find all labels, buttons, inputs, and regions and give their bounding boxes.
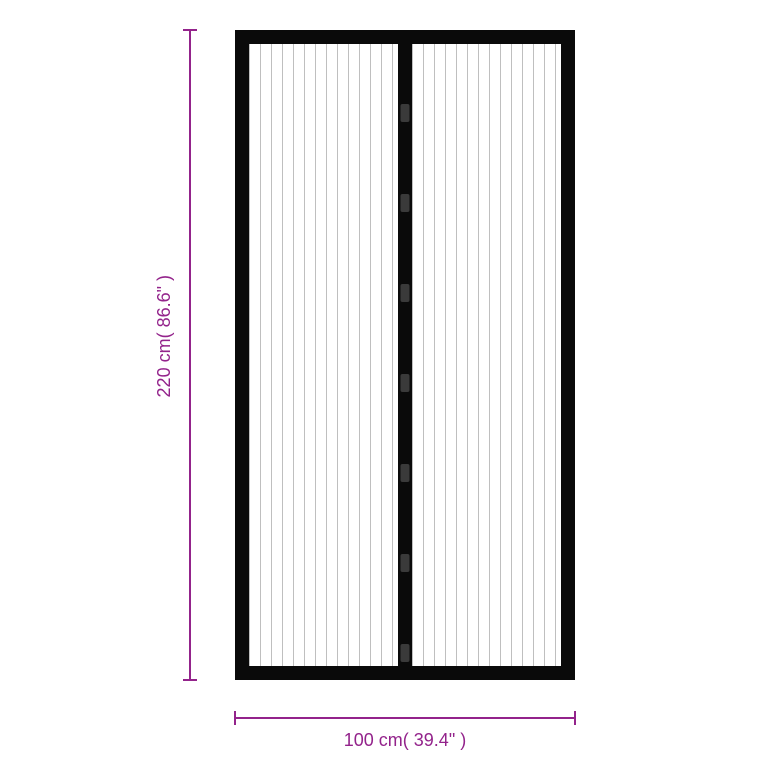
width-dimension-label: 100 cm( 39.4" ) [235, 730, 575, 751]
magnet-clip [401, 374, 410, 392]
magnet-clip [401, 644, 410, 662]
width-dimension-cap-left [234, 711, 236, 725]
height-dimension-line [189, 30, 191, 680]
mesh-panel-right [412, 44, 561, 666]
magnet-clip [401, 554, 410, 572]
height-dimension-cap-top [183, 29, 197, 31]
diagram-stage: 220 cm( 86.6" ) 100 cm( 39.4" ) [0, 0, 768, 768]
width-dimension-cap-right [574, 711, 576, 725]
magnet-clip [401, 194, 410, 212]
magnet-clip [401, 284, 410, 302]
magnet-clip [401, 104, 410, 122]
door-curtain [235, 30, 575, 680]
magnet-clip [401, 464, 410, 482]
mesh-panel-left [249, 44, 398, 666]
center-divider [398, 44, 412, 666]
height-dimension-label: 220 cm( 86.6" ) [154, 275, 175, 397]
width-dimension-line [235, 717, 575, 719]
height-dimension-cap-bottom [183, 679, 197, 681]
